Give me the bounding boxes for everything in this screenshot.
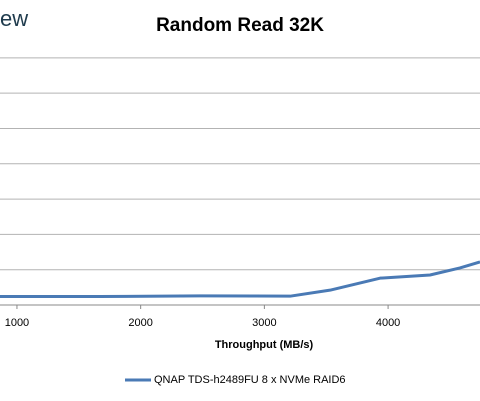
series-line xyxy=(0,260,480,299)
x-tick-label: 1000 xyxy=(5,317,29,329)
x-tick-label: 4000 xyxy=(376,317,400,329)
x-axis-label: Throughput (MB/s) xyxy=(215,339,314,351)
legend-label: QNAP TDS-h2489FU 8 x NVMe RAID6 xyxy=(154,374,346,386)
x-tick-label: 3000 xyxy=(252,317,276,329)
logo: ew xyxy=(0,6,28,31)
x-tick-label: 2000 xyxy=(128,317,152,329)
chart-title: Random Read 32K xyxy=(156,15,324,36)
